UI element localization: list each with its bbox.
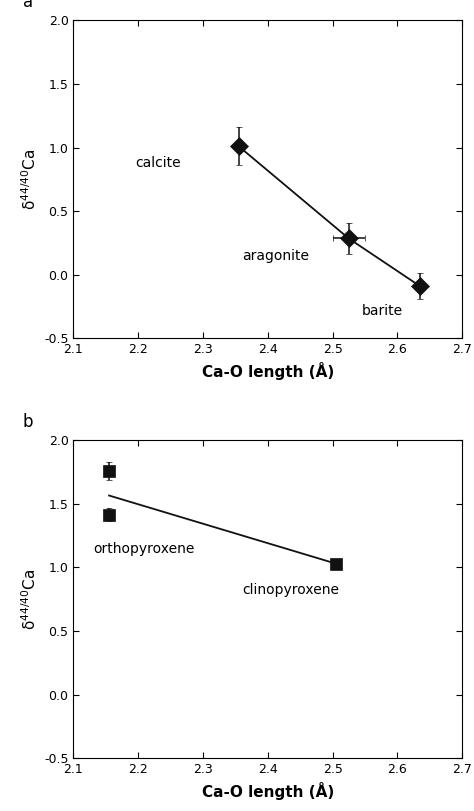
Text: barite: barite [362, 304, 403, 318]
Text: calcite: calcite [135, 157, 181, 170]
Text: aragonite: aragonite [242, 249, 309, 264]
X-axis label: Ca-O length (Å): Ca-O length (Å) [201, 362, 334, 380]
Text: orthopyroxene: orthopyroxene [93, 542, 194, 556]
Y-axis label: δ$^{44/40}$Ca: δ$^{44/40}$Ca [20, 569, 38, 630]
Text: clinopyroxene: clinopyroxene [242, 582, 339, 597]
X-axis label: Ca-O length (Å): Ca-O length (Å) [201, 782, 334, 800]
Y-axis label: δ$^{44/40}$Ca: δ$^{44/40}$Ca [20, 148, 38, 210]
Text: b: b [23, 413, 34, 431]
Text: a: a [23, 0, 33, 11]
